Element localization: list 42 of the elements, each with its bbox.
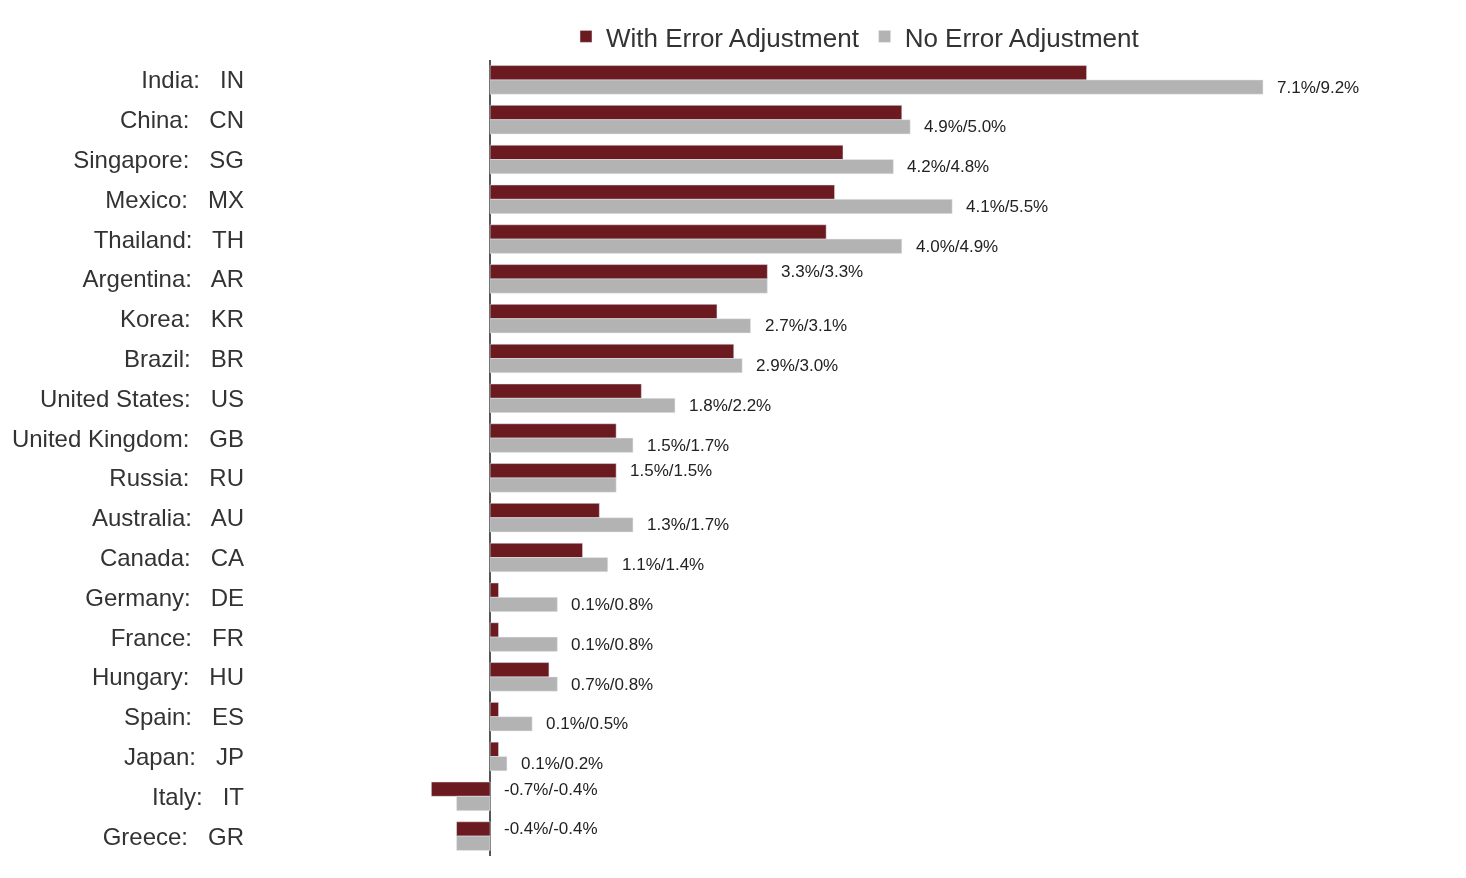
data-label: 0.1%/0.2% xyxy=(521,754,604,773)
y-tick-label: Korea: KR xyxy=(119,305,244,333)
y-tick-label: Brazil: BR xyxy=(123,344,244,372)
data-label: 2.7%/3.1% xyxy=(765,316,848,335)
data-label: 1.3%/1.7% xyxy=(647,515,730,534)
y-tick-label: Singapore: SG xyxy=(73,145,244,173)
y-tick-label: Mexico: MX xyxy=(105,185,244,213)
data-label: 2.9%/3.0% xyxy=(756,356,839,375)
data-label: 4.2%/4.8% xyxy=(907,157,990,176)
legend-label: With Error Adjustment xyxy=(606,22,860,53)
y-tick-label: Germany: DE xyxy=(85,583,244,611)
data-label: 0.1%/0.8% xyxy=(571,635,654,654)
data-label: 3.3%/3.3% xyxy=(781,262,864,281)
data-label: 4.9%/5.0% xyxy=(924,117,1007,136)
data-label: 1.5%/1.7% xyxy=(647,436,730,455)
data-label: -0.4%/-0.4% xyxy=(504,819,598,838)
data-label: 4.0%/4.9% xyxy=(916,237,999,256)
data-label: 0.1%/0.5% xyxy=(546,714,629,733)
data-label: 7.1%/9.2% xyxy=(1277,78,1360,97)
data-label: 4.1%/5.5% xyxy=(966,197,1049,216)
data-label: -0.7%/-0.4% xyxy=(504,780,598,799)
data-label: 0.7%/0.8% xyxy=(571,675,654,694)
data-label: 1.8%/2.2% xyxy=(689,396,772,415)
data-label: 1.5%/1.5% xyxy=(630,461,713,480)
y-tick-label: Italy: IT xyxy=(151,782,245,810)
y-tick-label: Thailand: TH xyxy=(93,225,244,253)
y-tick-label: France: FR xyxy=(110,623,244,651)
y-tick-label: United Kingdom: GB xyxy=(11,424,244,452)
y-tick-label: Japan: JP xyxy=(123,742,244,770)
y-tick-label: Russia: RU xyxy=(109,464,244,492)
data-label: 1.1%/1.4% xyxy=(622,555,705,574)
y-tick-label: Canada: CA xyxy=(99,543,244,571)
y-tick-label: Spain: ES xyxy=(123,703,244,731)
y-tick-label: Argentina: AR xyxy=(82,265,244,293)
legend-label: No Error Adjustment xyxy=(904,22,1140,53)
y-tick-label: Hungary: HU xyxy=(91,663,244,691)
y-tick-label: Greece: GR xyxy=(102,822,244,850)
data-label: 0.1%/0.8% xyxy=(571,595,654,614)
y-tick-label: India: IN xyxy=(141,66,244,94)
y-tick-label: Australia: AU xyxy=(91,504,244,532)
y-tick-label: United States: US xyxy=(39,384,244,412)
y-tick-label: China: CN xyxy=(119,106,244,134)
